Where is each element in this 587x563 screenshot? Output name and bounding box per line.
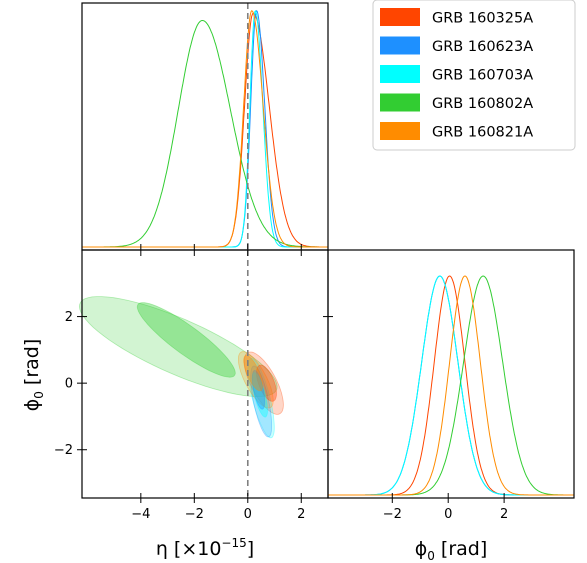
phi0-marginal-tick-label: −2 — [383, 507, 402, 522]
phi0-marginal-curve-grb-160703a — [328, 275, 574, 496]
phi0-marginal-curve-grb-160623a — [328, 275, 574, 496]
phi0-axis-title: ϕ0 [rad] — [21, 339, 46, 412]
legend-label-grb-160802a: GRB 160802A — [432, 96, 533, 112]
legend-label-grb-160623a: GRB 160623A — [432, 39, 533, 55]
legend-swatch-grb-160325a — [380, 8, 420, 26]
eta-marginal-curve-grb-160325a — [82, 12, 328, 248]
phi0-tick-label: −2 — [54, 443, 73, 458]
eta-marginal-curve-grb-160623a — [82, 9, 328, 248]
phi0-marginal-frame — [327, 249, 575, 499]
legend: GRB 160325A GRB 160623A GRB 160703A GRB 160… — [372, 0, 576, 151]
legend-label-grb-160703a: GRB 160703A — [432, 68, 533, 84]
eta-axis-ticks: −4 −2 0 2 — [131, 244, 305, 522]
contour-outer-grb-160623a — [250, 365, 273, 438]
phi0-marginal-curve-grb-160325a — [328, 275, 574, 496]
phi0-tick-label: 0 — [65, 377, 73, 392]
eta-marginal-curve-grb-160703a — [82, 9, 328, 248]
eta-marginal-panel — [81, 2, 329, 251]
phi0-marginal-tick-label: 0 — [444, 507, 452, 522]
eta-marginal-curve-grb-160821a — [82, 10, 328, 248]
contour-inner-grb-160802a — [136, 302, 236, 378]
phi0-tick-label: 2 — [65, 310, 73, 325]
contour-inner-grb-160325a — [256, 364, 277, 402]
eta-tick-label: 2 — [297, 507, 305, 522]
phi0-marginal-curve-grb-160821a — [328, 275, 574, 496]
contour-outer-grb-160802a — [78, 296, 278, 397]
legend-swatch-grb-160703a — [380, 65, 420, 83]
legend-label-grb-160821a: GRB 160821A — [432, 125, 533, 141]
legend-label-grb-160325a: GRB 160325A — [432, 11, 533, 27]
phi0-marginal-axis-ticks: −2 0 2 — [383, 493, 508, 522]
eta-marginal-curve-grb-160802a — [82, 20, 328, 248]
contour-inner-grb-160623a — [251, 370, 266, 410]
joint-posterior-panel: −4 −2 0 2 −2 0 2 — [54, 244, 333, 522]
phi0-marginal-tick-label: 2 — [500, 507, 508, 522]
phi0-marginal-curve-grb-160802a — [328, 275, 574, 496]
eta-tick-label: 0 — [244, 507, 252, 522]
eta-axis-title: η [×10−15] — [156, 536, 254, 560]
phi0-marginal-panel: −2 0 2 — [327, 249, 575, 522]
legend-frame — [372, 0, 576, 151]
legend-swatch-grb-160802a — [380, 93, 420, 112]
eta-tick-label: −4 — [131, 507, 150, 522]
eta-marginal-frame — [81, 2, 329, 251]
phi0-marginal-axis-title: ϕ0 [rad] — [415, 538, 488, 563]
eta-tick-label: −2 — [185, 507, 204, 522]
legend-swatch-grb-160623a — [380, 36, 420, 55]
legend-swatch-grb-160821a — [380, 122, 420, 140]
contour-outer-grb-160703a — [247, 357, 275, 439]
contour-inner-grb-160703a — [251, 372, 268, 418]
